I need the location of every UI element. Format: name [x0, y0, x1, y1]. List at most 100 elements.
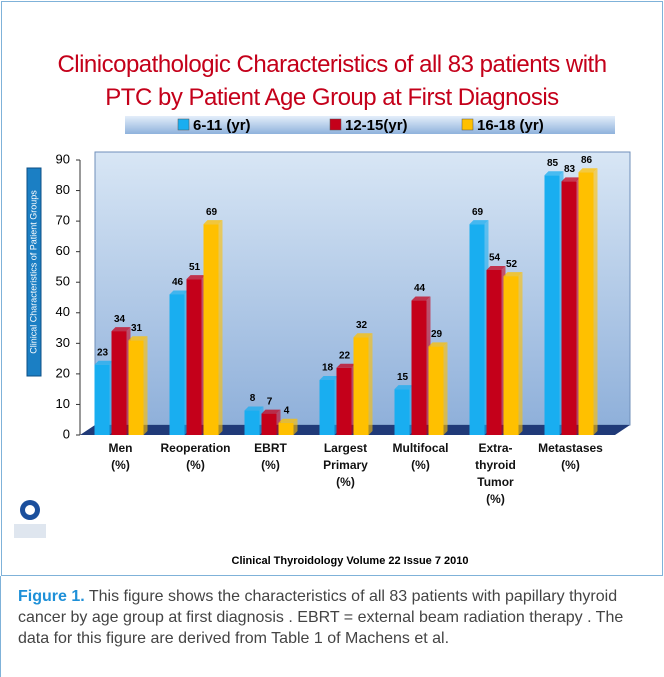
x-tick-label: Largest Primary (%) — [323, 441, 368, 489]
bar-top — [94, 360, 114, 365]
bar — [469, 224, 485, 435]
bar-top — [111, 327, 131, 332]
bar-top — [128, 336, 148, 341]
value-label: 22 — [339, 350, 351, 361]
bar — [561, 181, 577, 435]
bar-top — [561, 177, 581, 182]
value-label: 52 — [506, 259, 518, 270]
bar-top — [244, 406, 264, 411]
caption-border — [0, 576, 11, 677]
bar-top — [261, 409, 281, 414]
value-label: 69 — [472, 207, 484, 218]
x-tick-label: Extra- thyroid Tumor (%) — [475, 441, 516, 506]
x-tick-label: Men (%) — [108, 441, 133, 472]
bar — [578, 172, 594, 435]
value-label: 18 — [322, 363, 334, 374]
logo-inner — [25, 505, 35, 515]
value-label: 29 — [431, 329, 443, 340]
bar — [319, 380, 335, 435]
bar — [411, 300, 427, 435]
logo-plate — [14, 524, 46, 538]
value-label: 34 — [114, 314, 126, 325]
bar — [544, 175, 560, 435]
bar-side — [518, 272, 523, 435]
bar — [203, 224, 219, 435]
y-tick-label: 50 — [56, 274, 70, 289]
bar — [111, 331, 127, 435]
bar-top — [428, 342, 448, 347]
y-tick-label: 40 — [56, 304, 70, 319]
x-tick-label: Metastases (%) — [538, 441, 603, 472]
value-label: 31 — [131, 323, 143, 334]
bar — [503, 276, 519, 435]
bar — [353, 337, 369, 435]
bar-top — [544, 171, 564, 176]
value-label: 44 — [414, 283, 426, 294]
bar — [94, 364, 110, 435]
bar-top — [186, 275, 206, 280]
bar — [278, 422, 294, 435]
value-label: 23 — [97, 347, 109, 358]
value-label: 8 — [250, 393, 256, 404]
bar-top — [503, 272, 523, 277]
value-label: 46 — [172, 277, 184, 288]
bar — [486, 270, 502, 435]
y-tick-label: 30 — [56, 335, 70, 350]
bar — [128, 340, 144, 435]
value-label: 54 — [489, 253, 501, 264]
x-tick-label: Multifocal (%) — [392, 441, 449, 472]
y-tick-label: 0 — [63, 426, 70, 441]
x-tick-label: Reoperation (%) — [160, 441, 231, 472]
y-label-box — [26, 167, 42, 377]
bar-top — [411, 296, 431, 301]
y-tick-label: 70 — [56, 213, 70, 228]
value-label: 86 — [581, 155, 593, 166]
bar-top — [319, 376, 339, 380]
bar-side — [443, 342, 448, 435]
bar — [394, 389, 410, 435]
caption-label: Figure 1. — [18, 588, 85, 605]
legend-swatch — [329, 118, 342, 131]
value-label: 83 — [564, 164, 576, 175]
y-tick-label: 60 — [56, 243, 70, 258]
bar-side — [368, 333, 373, 435]
legend-swatch — [461, 118, 474, 131]
value-label: 69 — [206, 207, 218, 218]
y-tick-label: 90 — [56, 151, 70, 166]
value-label: 85 — [547, 158, 559, 169]
y-tick-label: 80 — [56, 182, 70, 197]
bar — [336, 367, 352, 435]
legend-label: 16-18 (yr) — [477, 117, 544, 134]
bar-side — [143, 336, 148, 435]
bar-side — [218, 220, 223, 435]
caption: Figure 1. This figure shows the characte… — [18, 586, 648, 649]
legend-swatch — [177, 118, 190, 131]
bar — [428, 346, 444, 435]
x-tick-label: EBRT (%) — [254, 441, 287, 472]
chart-title: Clinicopathologic Characteristics of all… — [57, 51, 607, 111]
bar-top — [394, 385, 414, 390]
bar-side — [293, 418, 298, 435]
legend-label: 6-11 (yr) — [193, 117, 251, 134]
caption-text: This figure shows the characteristics of… — [18, 588, 624, 647]
y-axis-label: Clinical Characteristics of Patient Grou… — [28, 190, 38, 354]
bar — [186, 279, 202, 435]
bar-top — [578, 168, 598, 173]
bar-top — [486, 266, 506, 270]
bar-top — [203, 220, 223, 225]
bar — [244, 410, 260, 435]
value-label: 7 — [267, 396, 273, 407]
bar-top — [336, 363, 356, 368]
bar-top — [169, 290, 189, 295]
source: Clinical Thyroidology Volume 22 Issue 7 … — [232, 555, 469, 567]
bar-side — [593, 168, 598, 435]
value-label: 51 — [189, 262, 201, 273]
bar-top — [278, 418, 298, 423]
y-tick-label: 10 — [56, 396, 70, 411]
legend-label: 12-15(yr) — [345, 117, 408, 134]
legend-bg — [125, 116, 615, 134]
value-label: 4 — [284, 405, 290, 416]
bar-top — [353, 333, 373, 338]
